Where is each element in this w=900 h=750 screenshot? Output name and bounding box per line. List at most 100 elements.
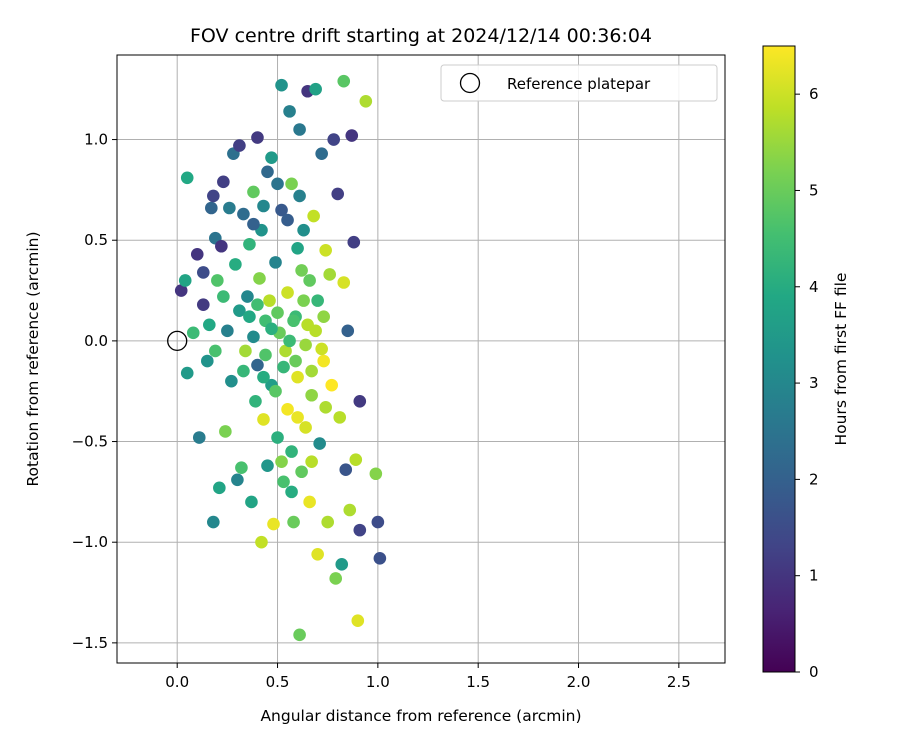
data-point [247,330,260,344]
data-point [269,256,282,269]
data-point [373,552,387,565]
data-point [297,294,310,307]
chart-title: FOV centre drift starting at 2024/12/14 … [190,25,652,47]
data-point [233,139,246,152]
colorbar-ticks: 0 1 2 3 4 5 6 [795,85,819,681]
data-point [343,503,357,517]
x-axis-ticks: 0.0 0.5 1.0 1.5 2.0 2.5 [165,663,691,691]
data-point [317,354,330,368]
data-point [255,535,268,549]
data-point [237,364,250,378]
data-point [277,360,290,374]
data-point [265,322,278,336]
data-point [217,290,230,303]
y-axis-ticks: −1.5 −1.0 −0.5 0.0 0.5 1.0 [72,131,117,652]
data-point [279,344,292,358]
data-point [207,189,220,203]
reference-platepar-marker [167,330,188,352]
data-point [359,95,373,108]
data-point [299,421,312,434]
plot-area-frame [116,54,726,664]
data-point [281,286,294,299]
data-point [251,298,264,311]
data-point [257,413,270,426]
data-point [293,123,306,136]
data-point [251,358,264,372]
data-point [269,384,282,398]
data-points [174,74,387,642]
data-point [303,274,316,287]
data-point [293,628,306,642]
data-point [305,388,318,402]
data-point [192,431,206,444]
data-point [371,515,385,529]
data-point [287,314,300,328]
y-axis-label: Rotation from reference (arcmin) [24,231,42,486]
data-point [353,394,367,408]
data-point [237,207,250,221]
data-point [295,264,308,277]
data-point [271,431,284,444]
colorbar-tick-label: 0 [809,663,819,681]
data-point [200,354,214,368]
data-point [295,465,308,479]
data-point [211,274,224,287]
data-point [281,213,294,227]
colorbar-label: Hours from first FF file [832,273,850,446]
data-point [174,284,188,297]
data-point [319,401,332,414]
data-point [293,189,306,203]
data-point [245,495,258,509]
reference-marker-layer [167,330,188,352]
data-point [249,394,262,408]
data-point [337,276,351,289]
data-point [209,344,222,358]
data-point [337,74,351,88]
y-tick-label: 0.0 [84,332,108,350]
colorbar-tick-label: 4 [809,278,819,296]
data-point [247,217,260,231]
data-point [251,131,264,144]
data-point [305,364,318,378]
data-point [291,241,304,255]
colorbar-tick-label: 3 [809,374,819,392]
y-tick-label: 0.5 [84,231,108,249]
data-point [329,572,343,585]
data-point [243,310,256,324]
data-point [297,223,310,237]
data-point [178,274,192,287]
x-tick-label: 0.0 [165,673,189,691]
data-point [239,344,252,358]
data-point [231,473,244,487]
data-point [303,495,316,509]
data-point [283,105,296,118]
data-point [261,459,274,473]
data-point [315,342,328,356]
data-point [196,266,210,279]
data-point [291,370,304,384]
data-point [271,177,284,191]
data-point [221,324,234,338]
data-point [325,378,339,392]
x-axis-label: Angular distance from reference (arcmin) [260,707,581,725]
data-point [331,187,345,201]
data-point [196,298,210,311]
data-point [186,326,200,340]
data-point [267,517,280,531]
data-point [243,237,256,251]
data-point [219,425,232,438]
data-point [225,374,238,388]
data-point [271,306,284,319]
data-point [259,348,272,362]
colorbar-tick-label: 6 [809,85,819,103]
data-point [275,203,288,217]
data-point [281,403,294,416]
data-point [305,455,318,468]
data-point [309,324,322,338]
data-point [275,78,288,92]
data-point [333,411,347,424]
data-point [223,201,236,215]
data-point [213,481,226,495]
data-point [217,175,230,189]
